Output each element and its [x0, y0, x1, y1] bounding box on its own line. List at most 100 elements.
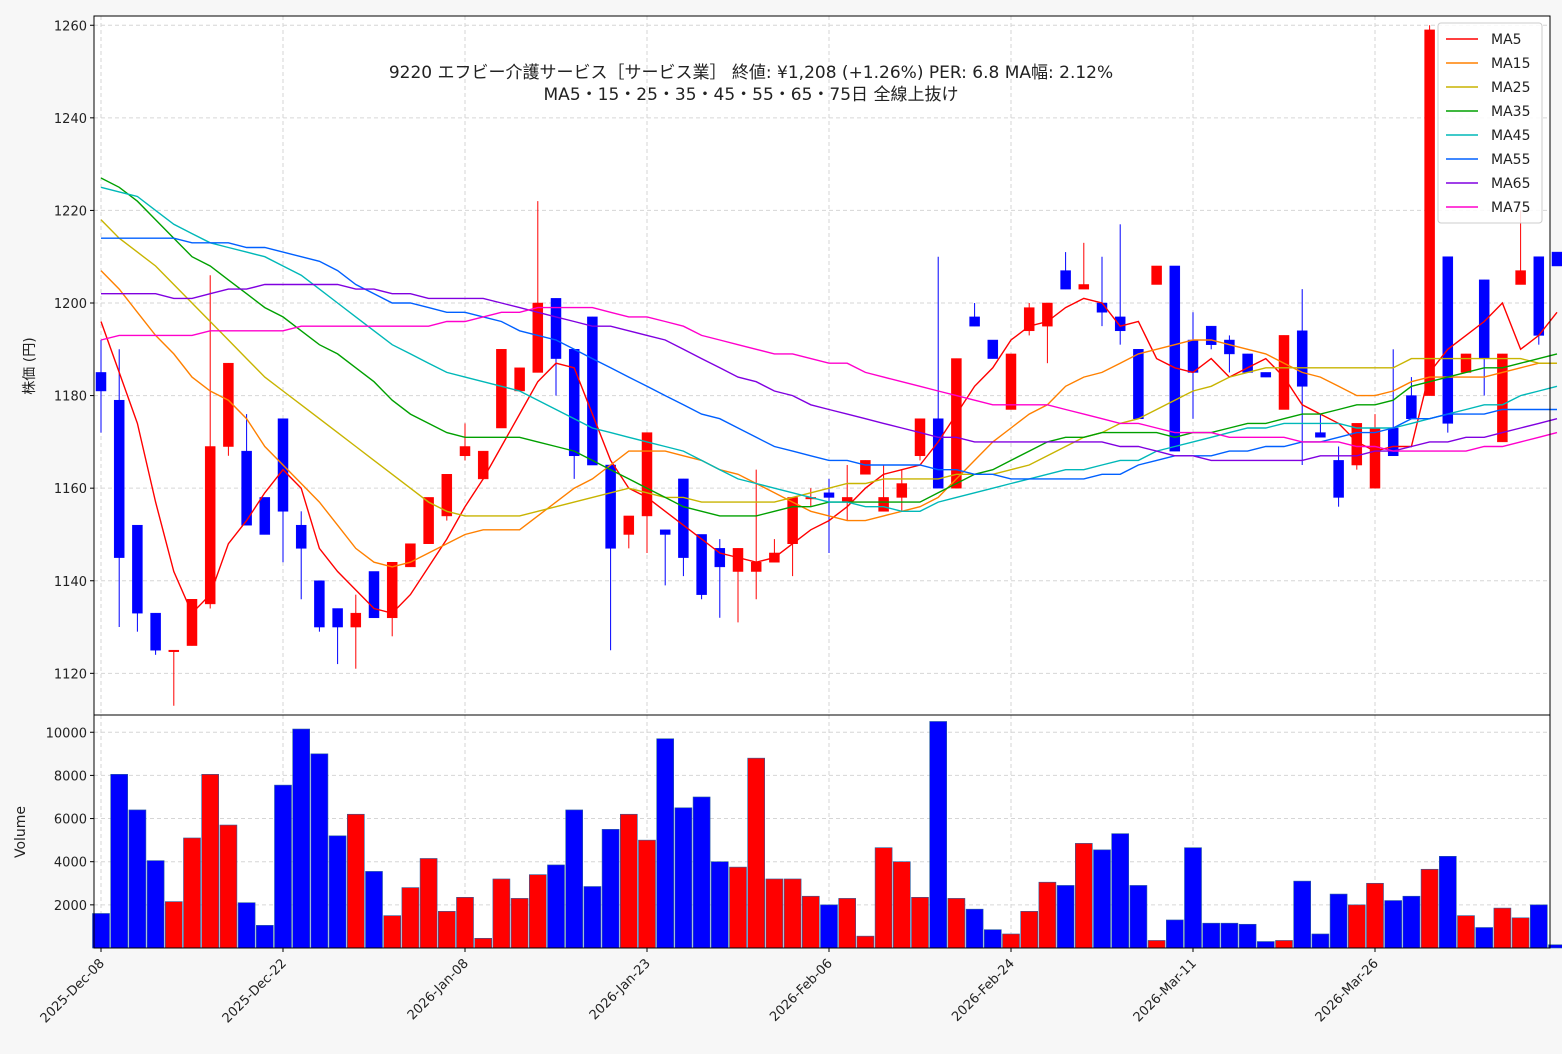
legend-label: MA75: [1491, 200, 1530, 216]
volume-bar: [1311, 933, 1330, 949]
candle-body: [932, 418, 944, 489]
volume-bar: [1548, 944, 1562, 949]
candle-body: [368, 571, 380, 619]
volume-bar: [1348, 904, 1366, 949]
volume-bar: [838, 898, 857, 949]
candle-body: [1460, 353, 1472, 373]
candle-body: [441, 474, 453, 517]
candle-body: [1078, 284, 1090, 290]
volume-bar: [965, 908, 984, 949]
volume-bar: [1475, 927, 1493, 949]
ma-line: [100, 306, 1558, 452]
legend-label: MA35: [1491, 104, 1530, 120]
volume-bar: [801, 895, 820, 949]
volume-bar: [1402, 895, 1421, 949]
volume-bar: [528, 874, 547, 949]
legend-label: MA5: [1491, 32, 1522, 48]
volume-bar: [1020, 911, 1039, 949]
volume-bar: [383, 915, 402, 949]
candle-body: [587, 316, 598, 466]
candle-body: [150, 612, 161, 651]
candle-body: [168, 649, 180, 652]
candle-body: [568, 349, 580, 457]
volume-bar: [1038, 881, 1057, 949]
candle-body: [623, 515, 635, 535]
candle-body: [841, 497, 853, 503]
candle-body: [113, 399, 125, 558]
price-tick-label: 1240: [54, 112, 87, 127]
candle-body: [514, 367, 525, 392]
price-tick-label: 1140: [54, 575, 87, 590]
ma-line: [100, 297, 1558, 615]
volume-bar: [820, 904, 838, 949]
volume-bar: [674, 807, 693, 949]
candle-body: [314, 580, 325, 628]
candle-body: [186, 599, 198, 646]
candle-body: [1060, 270, 1071, 290]
candle-body: [1315, 432, 1326, 438]
candle-body: [696, 534, 707, 595]
volume-bar: [255, 925, 274, 949]
volume-bar: [1457, 915, 1475, 949]
volume-bar: [1275, 940, 1293, 949]
candle-body: [1333, 460, 1344, 498]
volume-bar: [219, 824, 238, 949]
candle-body: [423, 497, 434, 544]
volume-bar: [1075, 843, 1093, 949]
legend-label: MA45: [1491, 128, 1530, 144]
volume-bar: [565, 809, 584, 949]
volume-bar: [947, 898, 966, 949]
volume-bar: [638, 839, 656, 949]
candle-body: [1515, 270, 1526, 285]
candle-body: [860, 460, 871, 475]
chart-subtitle: MA5・15・25・35・45・55・65・75日 全線上抜け: [544, 85, 959, 105]
candle-body: [878, 497, 889, 512]
volume-bar: [492, 878, 511, 949]
price-tick-label: 1180: [54, 390, 87, 405]
volume-bar: [1002, 933, 1020, 949]
candle-body: [641, 432, 653, 517]
price-axis-label: 株価 (円): [22, 337, 38, 394]
candle-body: [259, 497, 271, 535]
volume-bar: [510, 898, 529, 949]
candle-body: [1424, 29, 1435, 396]
ma-line: [100, 270, 1557, 568]
candle-body: [1187, 339, 1199, 373]
volume-bar: [1220, 922, 1239, 949]
price-grid: [94, 16, 1550, 715]
volume-bar: [1530, 904, 1548, 949]
volume-bar: [1384, 900, 1402, 949]
candle-body: [605, 464, 616, 549]
volume-bar: [401, 887, 420, 949]
candle-body: [1278, 335, 1290, 410]
legend-box: [1437, 22, 1543, 224]
legend-label: MA15: [1491, 56, 1530, 72]
volume-bar: [1420, 868, 1439, 949]
volume-bar: [1493, 907, 1512, 949]
volume-bar: [710, 861, 729, 949]
candle-body: [750, 561, 762, 572]
candle-body: [1296, 330, 1308, 387]
candle-body: [1042, 302, 1053, 327]
volume-bar: [1147, 940, 1166, 949]
volume-bar: [692, 796, 711, 949]
volume-bar: [1293, 880, 1311, 949]
volume-bar: [346, 813, 365, 949]
legend-label: MA55: [1491, 152, 1530, 168]
price-panel-background: [94, 16, 1550, 715]
volume-bar: [1439, 856, 1457, 949]
candle-body: [823, 492, 835, 498]
candle-body: [132, 524, 143, 614]
volume-bar: [456, 897, 474, 949]
candle-body: [405, 543, 416, 568]
volume-bar: [419, 858, 438, 949]
candle-body: [678, 478, 689, 558]
legend-label: MA65: [1491, 176, 1530, 192]
volume-tick-label: 10000: [46, 726, 87, 741]
volume-tick-label: 8000: [54, 769, 87, 784]
volume-bar: [146, 860, 165, 949]
volume-bar: [929, 721, 948, 949]
candle-body: [496, 349, 507, 429]
candle-body: [532, 302, 544, 373]
candle-body: [332, 608, 343, 628]
